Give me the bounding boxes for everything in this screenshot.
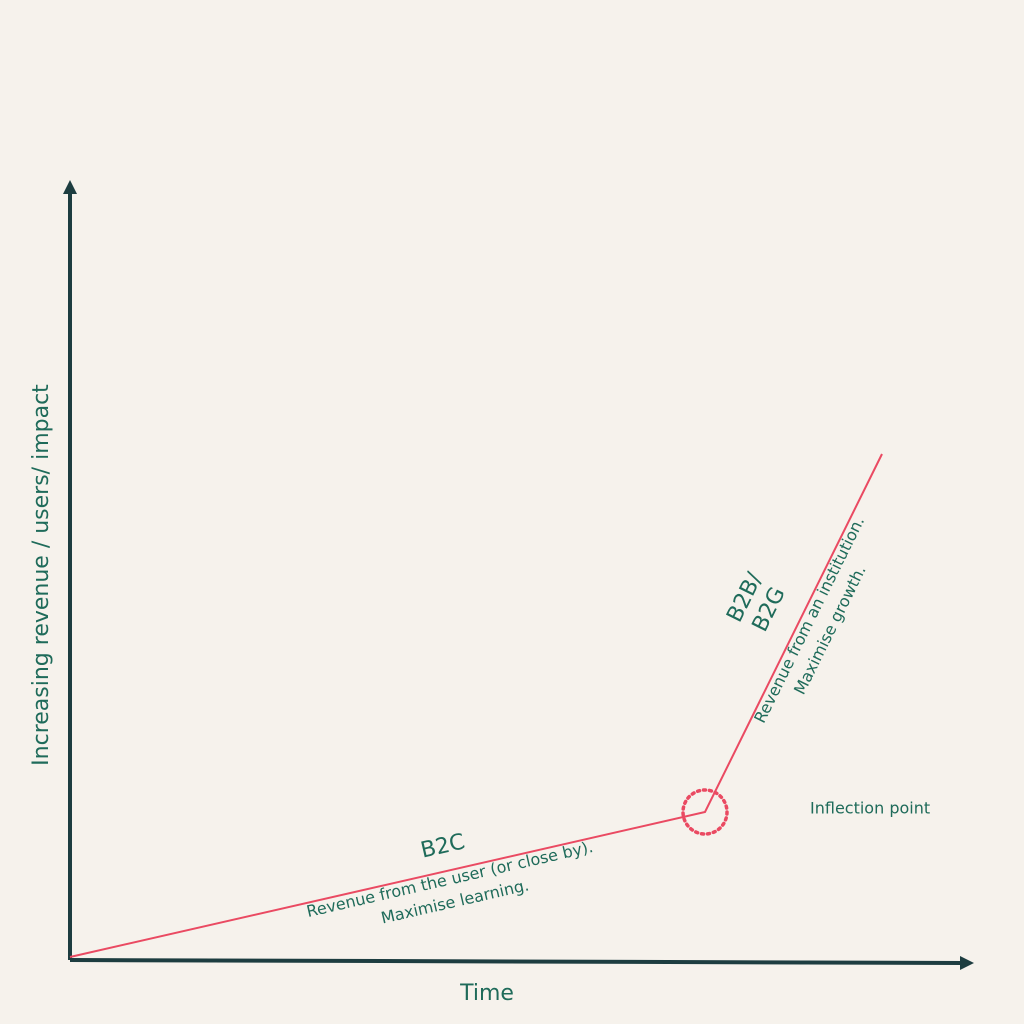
x-axis-arrow [960,956,974,970]
growth-line [69,453,883,958]
y-axis-label: Increasing revenue / users/ impact [29,384,54,766]
inflection-marker [681,788,729,836]
x-axis-label: Time [459,981,514,1006]
y-axis-arrow [63,180,77,194]
x-axis [69,958,963,965]
inflection-label: Inflection point [810,799,930,818]
